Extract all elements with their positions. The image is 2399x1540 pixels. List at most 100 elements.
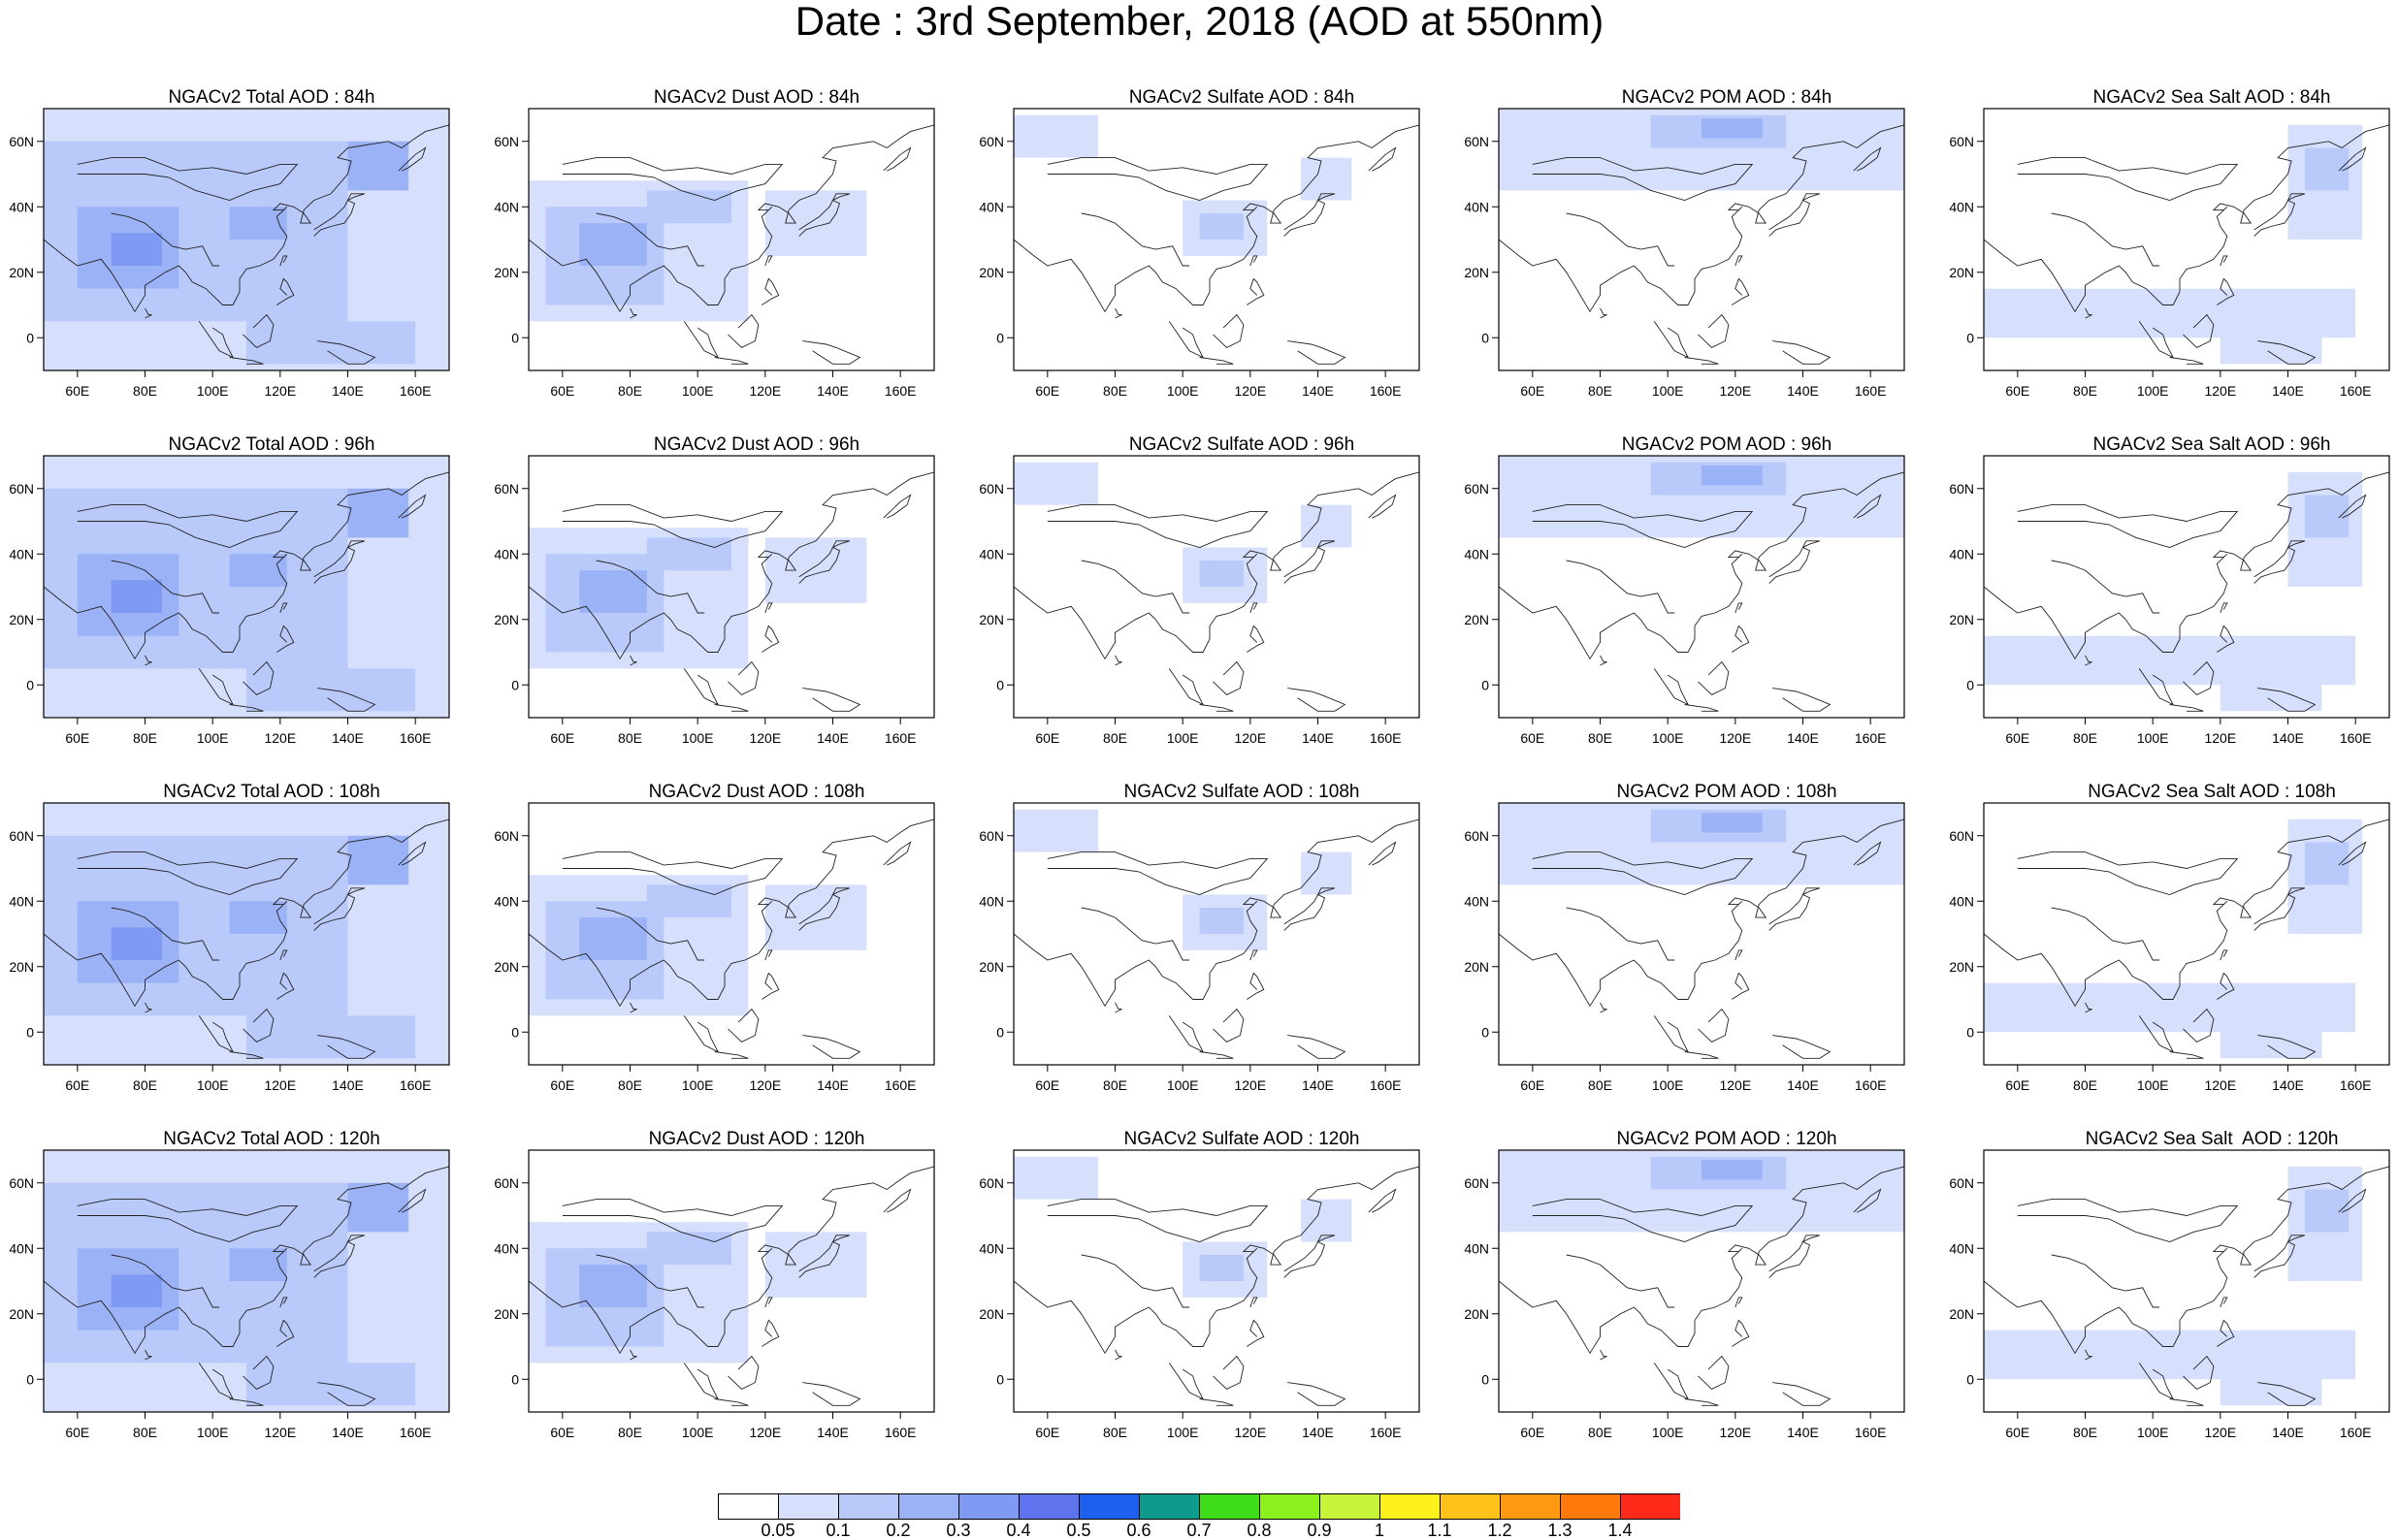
lon-tick-label: 160E	[885, 383, 917, 399]
coastline	[1247, 972, 1265, 1000]
colorbar-label: 1.1	[1427, 1521, 1451, 1537]
coastline	[562, 504, 784, 548]
panel-title: NGACv2 Total AOD : 120h	[163, 1129, 380, 1149]
coastline	[1287, 1035, 1346, 1059]
map-plot: 60E 80E 100E 120E 140E 160E 0 20N 40N 60N	[9, 455, 450, 746]
coastline	[1199, 704, 1234, 712]
coastline	[279, 255, 288, 267]
aod-field-region	[2304, 842, 2350, 885]
lat-tick-label: 60N	[979, 134, 1004, 149]
coastline	[2183, 313, 2215, 348]
coastline	[1047, 504, 1269, 548]
coastline	[2138, 321, 2175, 359]
lat-tick-label: 60N	[1464, 1175, 1489, 1191]
coastline	[883, 1188, 912, 1213]
lon-tick-label: 100E	[2137, 1077, 2169, 1093]
lon-tick-label: 80E	[2073, 730, 2097, 746]
lon-tick-label: 60E	[1520, 730, 1544, 746]
coastline	[398, 146, 427, 172]
lat-tick-label: 20N	[1949, 1306, 1974, 1322]
colorbar-label: 0.3	[946, 1521, 970, 1537]
coastline	[1566, 907, 1675, 961]
colorbar-swatch	[778, 1493, 839, 1520]
coastline	[1983, 471, 2390, 660]
coastline	[528, 1166, 935, 1355]
lat-tick-label: 0	[26, 677, 34, 692]
lon-tick-label: 100E	[1167, 1077, 1199, 1093]
coastline	[798, 887, 851, 931]
aod-field-region	[1014, 462, 1099, 505]
map-frame	[1498, 1149, 1905, 1413]
coastline	[1684, 704, 1719, 712]
lon-tick-label: 80E	[1588, 1077, 1612, 1093]
coastline	[276, 1319, 295, 1347]
coastline	[764, 602, 773, 614]
map-frame	[1013, 455, 1420, 719]
lat-tick-label: 60N	[1464, 828, 1489, 844]
panel-title: NGACv2 Total AOD : 84h	[168, 87, 375, 108]
lon-tick-label: 80E	[133, 1425, 157, 1440]
coastline	[1653, 668, 1690, 706]
map-plot: 60E 80E 100E 120E 140E 160E 0 20N 40N 60N	[1949, 802, 2390, 1093]
coastline	[1853, 146, 1882, 172]
coastline	[111, 560, 220, 614]
coastline	[798, 540, 851, 584]
coastline	[1653, 1363, 1690, 1400]
coastline	[1168, 1363, 1205, 1400]
lon-tick-label: 80E	[1103, 1077, 1127, 1093]
coastline	[683, 668, 720, 706]
map-plot: 60E 80E 100E 120E 140E 160E 0 20N 40N 60N	[979, 455, 1420, 746]
colorbar-swatch	[1079, 1493, 1140, 1520]
aod-field-region	[646, 884, 731, 918]
colorbar-swatch	[1379, 1493, 1441, 1520]
coastline	[2051, 560, 2160, 614]
coastline	[1213, 1008, 1245, 1043]
panel-title: NGACv2 Sea Salt AOD : 108h	[2088, 782, 2336, 802]
coastline	[1283, 193, 1336, 237]
coastline	[111, 907, 220, 961]
panel-title: NGACv2 Total AOD : 108h	[163, 782, 380, 802]
coastline	[1600, 1349, 1607, 1361]
lat-tick-label: 20N	[9, 959, 34, 975]
coastline	[43, 124, 450, 313]
lon-tick-label: 140E	[817, 1077, 849, 1093]
coastline	[762, 972, 780, 1000]
lat-tick-label: 20N	[1464, 265, 1489, 280]
map-panel-sulfate-120h: NGACv2 Sulfate AOD : 120h 60E 80E 100E 120E 1…	[979, 1129, 1499, 1454]
map-panel-pom-84h: NGACv2 POM AOD : 84h 60E 80E 100E 120E 140E 16…	[1464, 87, 1984, 412]
coastline	[229, 1051, 264, 1059]
lat-tick-label: 20N	[1949, 265, 1974, 280]
lat-tick-label: 40N	[1949, 199, 1974, 214]
coastline	[630, 1002, 637, 1013]
coastline	[317, 1382, 376, 1406]
coastline	[1532, 157, 1754, 201]
coastline	[2217, 625, 2235, 653]
coastline	[1213, 1355, 1245, 1390]
lat-tick-label: 40N	[979, 1240, 1004, 1256]
coastline	[2051, 212, 2160, 267]
map-frame	[528, 108, 935, 371]
coastline	[1653, 1015, 1690, 1053]
coastline	[2085, 307, 2092, 319]
lon-tick-label: 80E	[1588, 1425, 1612, 1440]
coastline	[762, 625, 780, 653]
coastline	[802, 340, 861, 365]
coastline	[762, 277, 780, 305]
lat-tick-label: 20N	[1949, 959, 1974, 975]
lon-tick-label: 60E	[1035, 383, 1059, 399]
lon-tick-label: 100E	[2137, 730, 2169, 746]
coastline	[714, 357, 749, 365]
aod-colorbar: 0.05 0.1 0.2 0.3 0.4 0.5 0.6 0.7 0.8 0.9 1 1.1 1.2 1.…	[718, 1493, 1680, 1537]
aod-field-region	[1014, 809, 1099, 852]
map-plot: 60E 80E 100E 120E 140E 160E 0 20N 40N 60N	[1464, 108, 1905, 399]
coastline	[1498, 124, 1905, 313]
coastline	[1698, 1355, 1730, 1390]
coastline	[1213, 660, 1245, 695]
coastline	[728, 660, 760, 695]
lat-tick-label: 0	[996, 677, 1004, 692]
lat-tick-label: 60N	[1949, 828, 1974, 844]
map-plot: 60E 80E 100E 120E 140E 160E 0 20N 40N 60N	[1949, 108, 2390, 399]
lon-tick-label: 140E	[2272, 383, 2304, 399]
lon-tick-label: 160E	[1370, 1425, 1402, 1440]
lat-tick-label: 40N	[9, 893, 34, 909]
